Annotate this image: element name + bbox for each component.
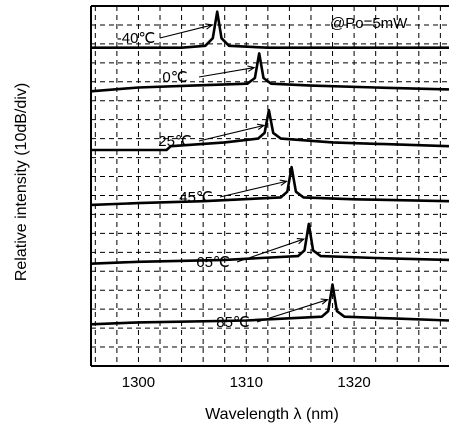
spectrum-trace (90, 52, 449, 93)
temperature-label: 0℃ (162, 69, 187, 86)
temperature-arrow (198, 67, 255, 78)
temperature-arrowhead (205, 23, 214, 30)
spectrum-trace (90, 283, 449, 326)
x-tick-label: 1320 (337, 374, 370, 391)
temperature-arrowhead (279, 179, 288, 186)
temperature-label: 65℃ (196, 254, 230, 271)
temperature-label: 85℃ (216, 314, 250, 331)
power-annotation: @Po=5mW (330, 15, 408, 32)
temperature-arrowhead (256, 123, 266, 130)
spectra (90, 10, 449, 326)
temperature-label: 45℃ (179, 189, 213, 206)
temperature-arrow (219, 180, 287, 198)
temperature-arrowhead (320, 298, 329, 305)
spectrum-trace (91, 10, 449, 49)
x-tick-label: 1300 (122, 374, 155, 391)
temperature-arrow (236, 238, 304, 263)
grid (90, 5, 449, 367)
spectrum-trace (90, 222, 449, 265)
y-axis-label: Relative intensity (10dB/div) (13, 83, 30, 281)
temperature-label: -40℃ (117, 30, 156, 47)
x-tick-labels: 1300 1310 1320 (122, 374, 371, 391)
temperature-label: 25℃ (158, 133, 192, 150)
temperature-arrowhead (296, 238, 306, 245)
temperature-labels: -40℃ 0℃ 25℃ 45℃ 65℃ 85℃ (117, 23, 329, 331)
spectrum-trace (91, 108, 449, 152)
spectrum-trace (90, 165, 449, 207)
x-axis-label: Wavelength λ (nm) (205, 406, 339, 423)
temperature-arrow (159, 24, 213, 39)
x-tick-label: 1310 (230, 374, 263, 391)
temperature-arrow (198, 124, 265, 142)
temperature-arrow (256, 299, 328, 323)
temperature-arrowhead (247, 65, 256, 72)
